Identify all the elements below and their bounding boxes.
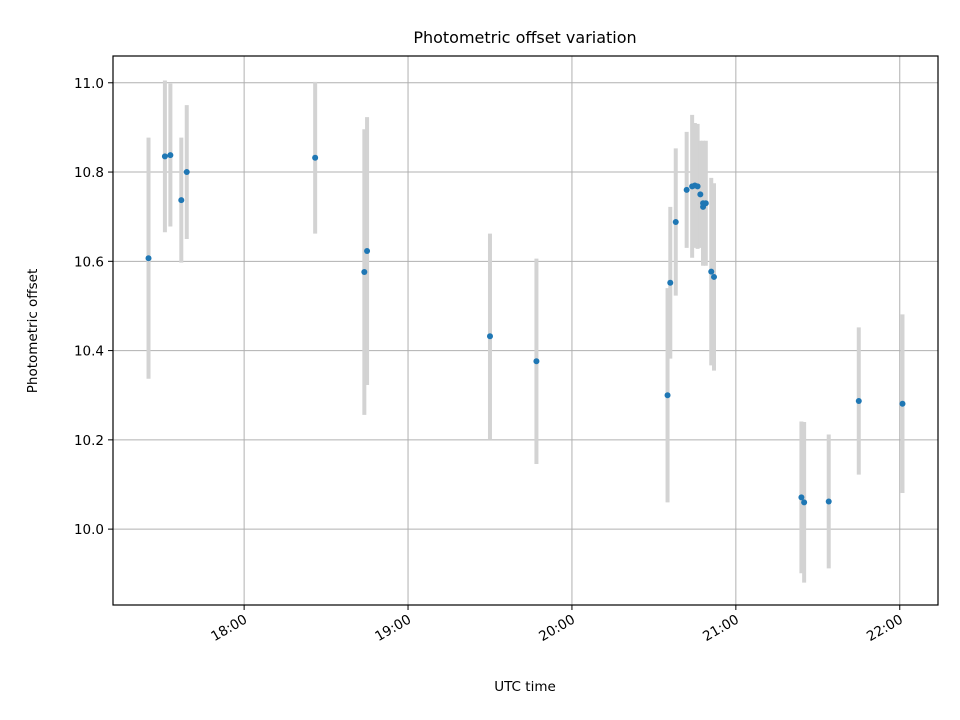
data-point <box>702 200 709 207</box>
data-point <box>312 154 319 161</box>
data-point <box>361 269 368 276</box>
y-tick-label: 10.8 <box>74 165 104 181</box>
x-tick-label: 21:00 <box>700 612 742 645</box>
data-points <box>145 152 906 506</box>
data-point <box>167 152 174 159</box>
data-point <box>667 279 674 286</box>
data-point <box>486 333 493 340</box>
y-tick-label: 10.4 <box>74 344 104 360</box>
grid <box>113 56 938 605</box>
x-tick-label: 19:00 <box>372 612 414 645</box>
data-point <box>855 398 862 405</box>
data-point <box>183 169 190 176</box>
data-point <box>672 219 679 226</box>
data-point <box>798 494 805 501</box>
data-point <box>161 153 168 160</box>
y-axis-label: Photometric offset <box>25 269 41 393</box>
x-tick-label: 20:00 <box>536 612 578 645</box>
y-tick-label: 10.2 <box>74 433 104 449</box>
chart-title: Photometric offset variation <box>413 28 636 47</box>
data-point <box>145 255 152 262</box>
x-tick-label: 22:00 <box>864 612 906 645</box>
data-point <box>683 186 690 193</box>
x-tick-label: 18:00 <box>208 612 250 645</box>
data-point <box>710 273 717 280</box>
data-point <box>825 498 832 505</box>
y-tick-label: 10.0 <box>74 522 104 538</box>
errorbars <box>146 80 905 583</box>
data-point <box>801 499 808 506</box>
data-point <box>708 268 715 275</box>
plot-frame <box>112 55 939 606</box>
data-point <box>533 358 540 365</box>
x-axis-label: UTC time <box>494 679 556 695</box>
data-point <box>364 248 371 255</box>
data-point <box>697 191 704 198</box>
data-point <box>664 392 671 399</box>
data-point <box>694 183 701 190</box>
data-point <box>899 400 906 407</box>
data-point <box>178 197 185 204</box>
y-tick-label: 11.0 <box>74 76 104 92</box>
y-tick-label: 10.6 <box>74 254 104 270</box>
